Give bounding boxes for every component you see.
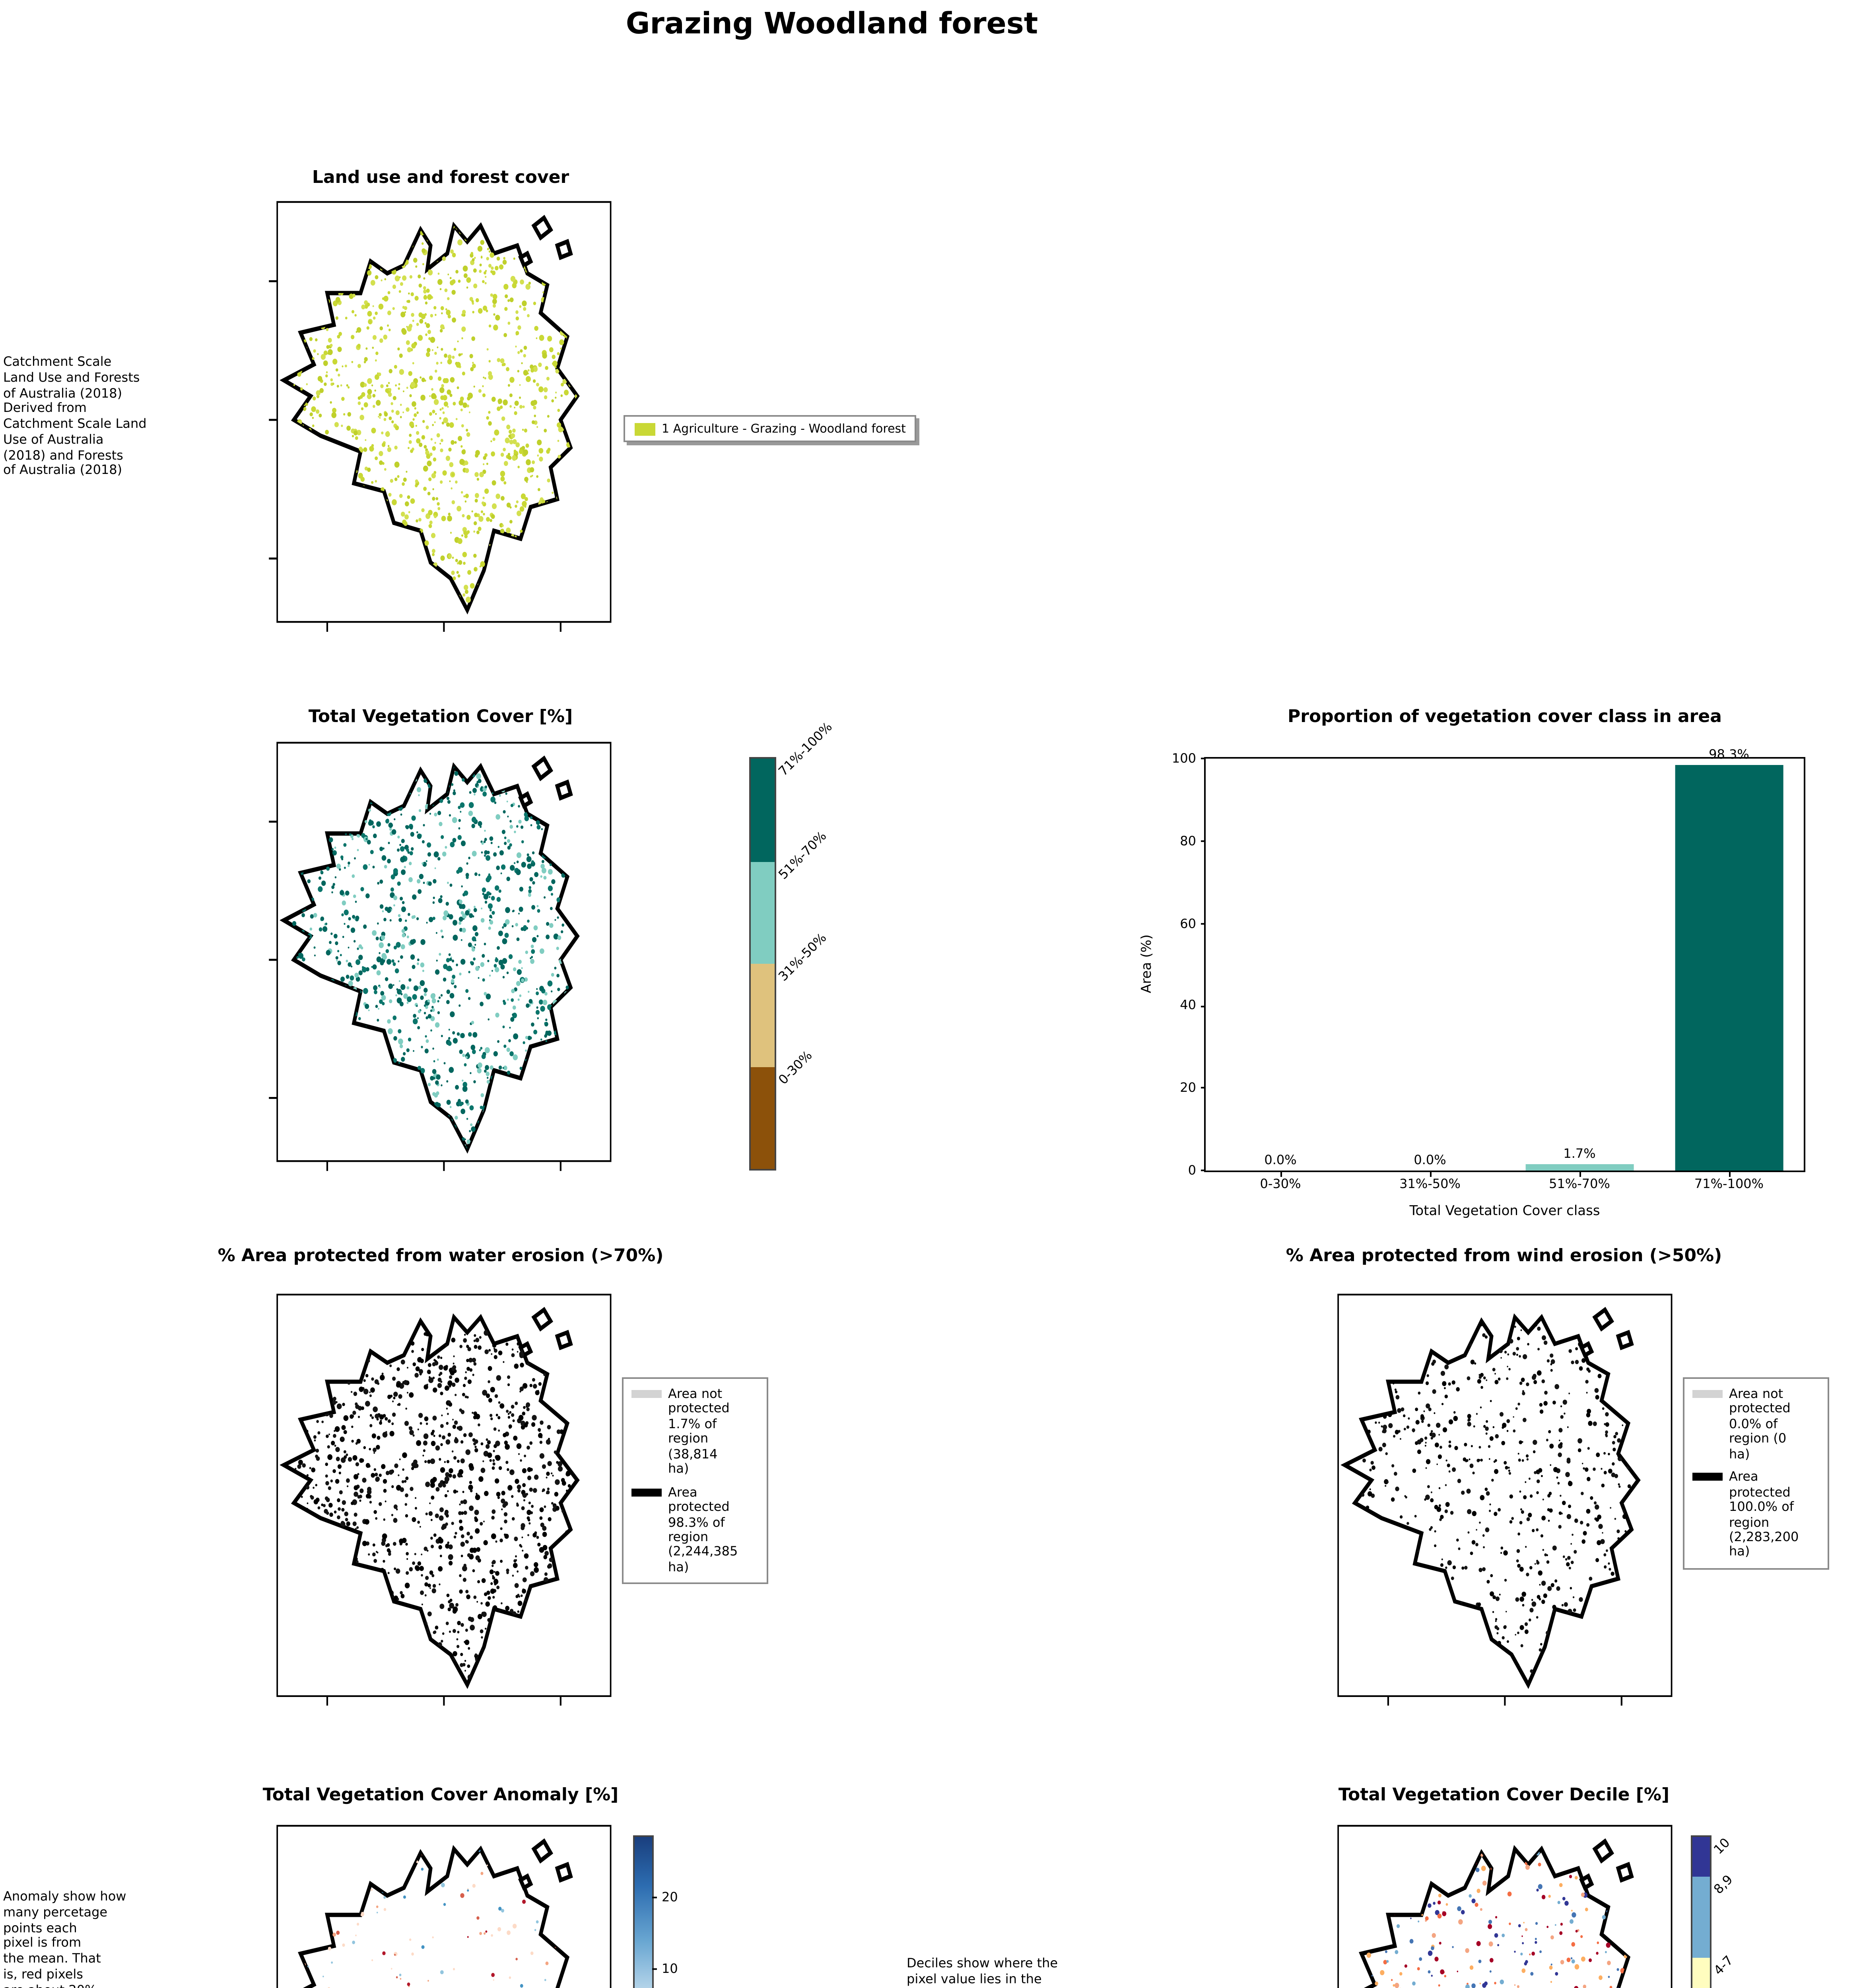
anomaly-note: Anomaly show how many percetage points e… bbox=[3, 1889, 126, 1988]
y-axis-label: Area (%) bbox=[1139, 934, 1156, 993]
legend-entry-protected: Area protected 100.0% of region (2,283,2… bbox=[1692, 1470, 1799, 1560]
proportion-chart: 0 20 40 60 80 100 0.0% 0-30% 0.0% 31%-50… bbox=[1172, 748, 1805, 1191]
colorbar-label: 31%-50% bbox=[776, 930, 830, 984]
legend-swatch-not-protected bbox=[631, 1390, 662, 1398]
anomaly-title: Total Vegetation Cover Anomaly [%] bbox=[262, 1784, 619, 1805]
wind-erosion-map bbox=[1337, 1293, 1673, 1706]
colorbar-label: 0-30% bbox=[776, 1047, 815, 1087]
decile-note: Deciles show where the pixel value lies … bbox=[907, 1956, 1058, 1988]
proportion-chart-title: Proportion of vegetation cover class in … bbox=[1288, 706, 1722, 727]
map-axis-ticks bbox=[269, 821, 561, 1171]
legend-entry-not-protected: Area not protected 1.7% of region (38,81… bbox=[631, 1387, 730, 1477]
bar-51-70 bbox=[1525, 1163, 1634, 1171]
x-tick-label: 31%-50% bbox=[1399, 1177, 1461, 1191]
y-tick-label: 100 bbox=[1171, 751, 1196, 766]
land-use-map bbox=[269, 201, 612, 632]
legend-label-protected: Area protected 98.3% of region (2,244,38… bbox=[668, 1485, 738, 1574]
colorbar-segment bbox=[751, 759, 775, 861]
legend-entry-not-protected: Area not protected 0.0% of region (0 ha) bbox=[1692, 1387, 1791, 1462]
legend-label-protected: Area protected 100.0% of region (2,283,2… bbox=[1729, 1470, 1799, 1559]
water-erosion-map bbox=[276, 1293, 612, 1706]
land-use-title: Land use and forest cover bbox=[312, 167, 569, 188]
land-use-legend-swatch bbox=[635, 422, 655, 435]
y-tick-label: 60 bbox=[1180, 916, 1196, 931]
water-erosion-legend: Area not protected 1.7% of region (38,81… bbox=[622, 1377, 768, 1584]
veg-cover-colorbar: 71%-100% 51%-70% 31%-50% 0-30% bbox=[749, 720, 835, 1171]
x-tick-label: 0-30% bbox=[1260, 1177, 1301, 1191]
bar-slot: 0.0% 31%-50% bbox=[1355, 759, 1505, 1191]
water-erosion-title: % Area protected from water erosion (>70… bbox=[218, 1245, 664, 1266]
anomaly-cb-tick: 20 bbox=[662, 1890, 678, 1905]
colorbar-label: 51%-70% bbox=[776, 828, 830, 881]
colorbar-label: 8,9 bbox=[1711, 1873, 1736, 1898]
bar-slot: 0.0% 0-30% bbox=[1206, 759, 1355, 1191]
colorbar-segment bbox=[1692, 1837, 1710, 1877]
colorbar-segment bbox=[751, 861, 775, 964]
x-tick-label: 71%-100% bbox=[1694, 1177, 1764, 1191]
bar-71-100 bbox=[1675, 765, 1783, 1171]
colorbar-label: 71%-100% bbox=[776, 720, 835, 779]
veg-cover-title: Total Vegetation Cover [%] bbox=[308, 706, 573, 727]
bar-value-label: 0.0% bbox=[1414, 1153, 1446, 1167]
legend-label-not-protected: Area not protected 1.7% of region (38,81… bbox=[668, 1387, 730, 1476]
map-axis-ticks bbox=[269, 280, 561, 632]
decile-map bbox=[1337, 1825, 1673, 1988]
legend-swatch-not-protected bbox=[1692, 1390, 1723, 1398]
colorbar-segment bbox=[1692, 1958, 1710, 1988]
legend-entry-protected: Area protected 98.3% of region (2,244,38… bbox=[631, 1485, 738, 1575]
y-tick-label: 0 bbox=[1188, 1163, 1196, 1178]
x-axis-label: Total Vegetation Cover class bbox=[1409, 1204, 1600, 1220]
wind-erosion-title: % Area protected from wind erosion (>50%… bbox=[1286, 1245, 1722, 1266]
colorbar-label: 4-7 bbox=[1711, 1953, 1736, 1978]
legend-label-not-protected: Area not protected 0.0% of region (0 ha) bbox=[1729, 1387, 1791, 1461]
bar-slot: 1.7% 51%-70% bbox=[1505, 759, 1654, 1191]
bar-slot: 98.3% 71%-100% bbox=[1654, 748, 1804, 1191]
colorbar-segment bbox=[751, 1066, 775, 1169]
bar-value-label: 98.3% bbox=[1709, 748, 1749, 763]
land-use-note: Catchment Scale Land Use and Forests of … bbox=[3, 355, 147, 478]
colorbar-segment bbox=[1692, 1877, 1710, 1958]
land-use-legend-label: 1 Agriculture - Grazing - Woodland fores… bbox=[662, 421, 906, 436]
page-title: Grazing Woodland forest bbox=[626, 8, 1038, 41]
legend-swatch-protected bbox=[631, 1488, 662, 1496]
colorbar-segment bbox=[751, 964, 775, 1066]
legend-swatch-protected bbox=[1692, 1473, 1723, 1481]
decile-title: Total Vegetation Cover Decile [%] bbox=[1338, 1784, 1670, 1805]
wind-erosion-legend: Area not protected 0.0% of region (0 ha)… bbox=[1683, 1377, 1829, 1570]
bar-value-label: 1.7% bbox=[1563, 1146, 1596, 1161]
decile-colorbar: 108,94-72-31 bbox=[1691, 1835, 1736, 1988]
colorbar-label: 10 bbox=[1711, 1835, 1733, 1857]
y-tick-label: 40 bbox=[1180, 998, 1196, 1013]
anomaly-cb-tick: 10 bbox=[662, 1961, 678, 1976]
x-tick-label: 51%-70% bbox=[1549, 1177, 1610, 1191]
y-tick-label: 80 bbox=[1180, 834, 1196, 848]
anomaly-map bbox=[276, 1825, 612, 1988]
bar-value-label: 0.0% bbox=[1264, 1153, 1297, 1167]
land-use-legend: 1 Agriculture - Grazing - Woodland fores… bbox=[624, 415, 917, 442]
veg-cover-map bbox=[269, 742, 612, 1171]
y-tick-label: 20 bbox=[1180, 1081, 1196, 1095]
anomaly-colorbar: 20 10 0 −10 −20 bbox=[633, 1835, 678, 1988]
